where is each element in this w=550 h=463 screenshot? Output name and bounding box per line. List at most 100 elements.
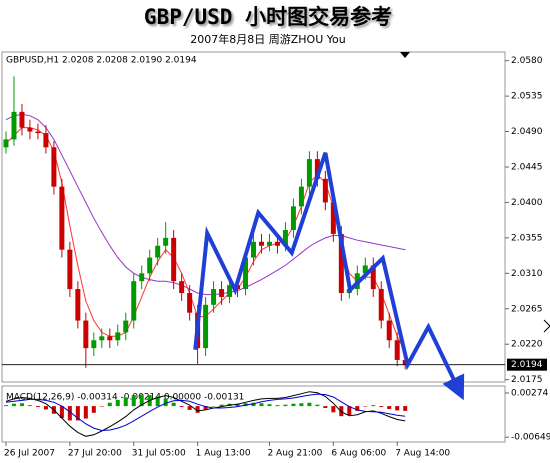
candle-body [27, 127, 33, 132]
macd-histogram-bar [395, 406, 400, 411]
candle-body [59, 186, 65, 250]
candle-body [274, 241, 280, 246]
y-tick-label: -0.00649 [511, 433, 550, 443]
macd-histogram-bar [331, 406, 336, 413]
macd-histogram-bar [123, 397, 128, 407]
macd-histogram-bar [219, 404, 224, 407]
candle-body [290, 206, 296, 230]
candle-body [43, 133, 49, 148]
macd-histogram-bar [75, 406, 80, 421]
candle-body [115, 332, 121, 341]
candle-body [378, 289, 384, 321]
y-tick-label: 0.00274 [511, 388, 548, 398]
macd-histogram-bar [387, 406, 392, 409]
macd-histogram-bar [27, 405, 32, 407]
forecast-path [193, 152, 465, 401]
macd-histogram-bar [379, 406, 384, 408]
macd-histogram-bar [91, 406, 96, 413]
candle-body [163, 237, 169, 246]
macd-histogram-bar [11, 403, 16, 407]
candle-body [83, 320, 89, 349]
macd-histogram-bar [211, 406, 216, 407]
macd-histogram-bar [347, 406, 352, 416]
macd-histogram-bar [259, 403, 264, 407]
chart-subtitle: 2007年8月8日 周游ZHOU You [190, 32, 345, 46]
x-tick-label: 2 Aug 21:00 [267, 449, 322, 459]
macd-histogram-bar [195, 406, 200, 413]
macd-histogram-bar [171, 402, 176, 407]
macd-histogram-bar [307, 402, 312, 407]
last-price-label: 2.0194 [511, 360, 543, 370]
macd-histogram-bar [371, 405, 376, 407]
macd-histogram-bar [155, 396, 160, 407]
macd-histogram-bar [115, 399, 120, 407]
candle-body [211, 289, 217, 305]
candle-body [147, 257, 153, 274]
candle-body [19, 111, 25, 128]
y-tick-label: 2.0175 [511, 375, 543, 385]
x-tick-label: 6 Aug 06:00 [331, 449, 386, 459]
candle-body [219, 289, 225, 297]
candle-body [51, 147, 57, 187]
macd-histogram-bar [275, 405, 280, 407]
macd-histogram-bar [83, 406, 88, 419]
y-tick-label: 2.0580 [511, 56, 543, 66]
candle-body [322, 178, 328, 203]
candle-body [258, 241, 264, 246]
last-price-box [507, 358, 547, 371]
macd-histogram-bar [59, 406, 64, 419]
chart-title: GBP/USD 小时图交易参考 [144, 5, 392, 29]
macd-histogram-bar [267, 404, 272, 407]
macd-histogram-bar [139, 394, 144, 407]
macd-histogram-bar [323, 406, 328, 409]
macd-line [5, 391, 406, 437]
candle-body [155, 245, 161, 258]
macd-histogram-bar [235, 403, 240, 407]
candle-body [370, 265, 376, 290]
x-tick-label: 1 Aug 13:00 [196, 449, 251, 459]
candle-body [227, 285, 233, 297]
macd-histogram-bar [67, 406, 72, 421]
y-tick-label: 2.0445 [511, 162, 543, 172]
macd-histogram-bar [299, 403, 304, 407]
macd-histogram-bar [203, 406, 208, 410]
candle-body [298, 186, 304, 207]
macd-histogram-bar [19, 403, 24, 407]
macd-histogram-bar [291, 403, 296, 407]
symbol-label: GBPUSD,H1 2.0208 2.0208 2.0190 2.0194 [6, 56, 197, 66]
y-tick-label: 2.0355 [511, 233, 543, 243]
y-tick-label: 2.0265 [511, 304, 543, 314]
candle-body [362, 265, 368, 274]
scroll-marker [543, 319, 550, 333]
macd-panel [1, 385, 506, 443]
candle-body [123, 320, 129, 333]
candle-body [171, 237, 177, 282]
candle-body [251, 241, 256, 258]
candle-body [67, 249, 73, 290]
macd-histogram-bar [163, 398, 168, 407]
candle-body [75, 289, 81, 321]
candle-body [187, 293, 193, 313]
candle-body [139, 273, 145, 282]
macd-histogram-bar [187, 406, 192, 410]
macd-histogram-bar [363, 406, 368, 407]
candle-body [3, 139, 9, 148]
candle-body [314, 159, 320, 179]
candle-body [179, 281, 185, 294]
x-tick-label: 27 Jul 20:00 [68, 449, 122, 459]
candle-body [11, 111, 17, 140]
x-tick-label: 31 Jul 05:00 [132, 449, 186, 459]
macd-histogram-bar [403, 406, 408, 411]
candle-body [266, 241, 272, 246]
price-panel [1, 51, 506, 383]
y-tick-label: 2.0400 [511, 198, 543, 208]
y-tick-label: 2.0310 [511, 269, 543, 279]
x-tick-label: 26 Jul 2007 [4, 449, 55, 459]
candle-body [330, 202, 336, 234]
candle-body [338, 233, 344, 294]
y-tick-label: 2.0535 [511, 92, 543, 102]
macd-histogram-bar [131, 395, 136, 407]
candle-body [107, 336, 113, 341]
candle-body [99, 336, 105, 341]
